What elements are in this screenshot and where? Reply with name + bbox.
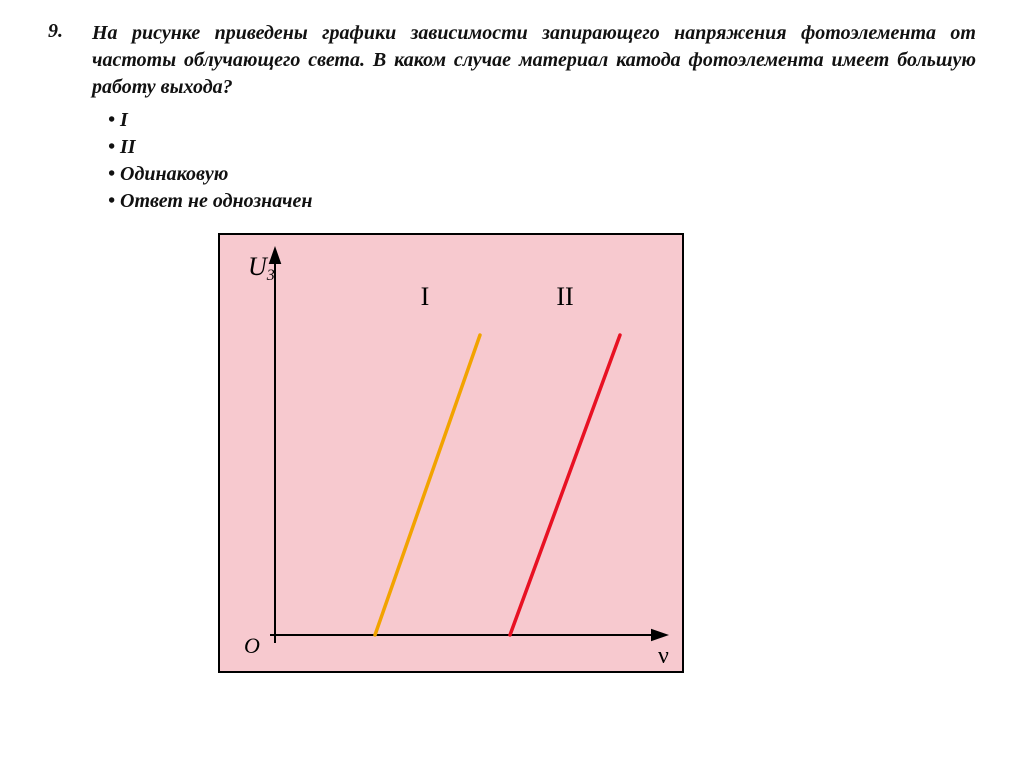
options-list: I II Одинаковую Ответ не однозначен [108,107,976,215]
option-1: I [108,107,976,134]
option-2: II [108,134,976,161]
option-3: Одинаковую [108,161,976,188]
question-number: 9. [48,20,92,43]
option-4: Ответ не однозначен [108,188,976,215]
svg-text:I: I [421,282,430,311]
photoelectric-chart: IIIU3Oν [220,235,682,671]
chart-container: IIIU3Oν [218,233,684,673]
svg-text:ν: ν [658,643,669,669]
svg-text:O: O [244,633,260,658]
svg-text:II: II [556,282,573,311]
question-text: На рисунке приведены графики зависимости… [92,20,976,101]
